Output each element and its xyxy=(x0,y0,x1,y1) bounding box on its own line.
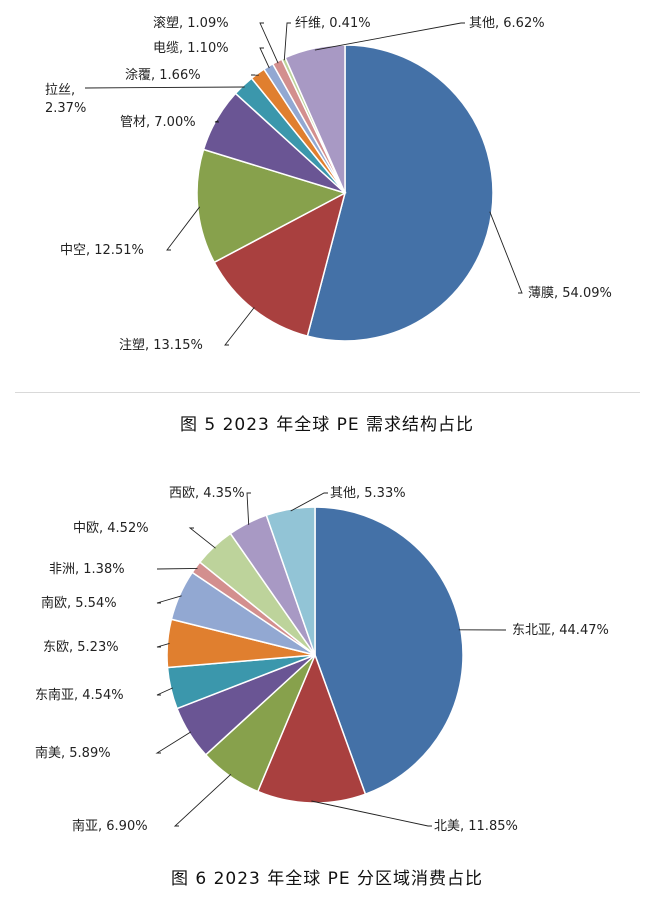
pie-label-南亚: 南亚, 6.90% xyxy=(72,818,148,834)
pie-label-北美: 北美, 11.85% xyxy=(434,819,518,834)
pe-demand-caption: 图 5 2023 年全球 PE 需求结构占比 xyxy=(179,415,475,435)
pie-slices xyxy=(196,44,494,342)
leader-line-拉丝 xyxy=(84,86,245,89)
pie-label-东欧: 东欧, 5.23% xyxy=(43,640,119,655)
pe-demand-chart-area: 薄膜, 54.09% 注塑, 13.15% 中空, 12.51% 管材, 7.00% 拉… xyxy=(15,0,640,393)
pe-demand-pie-chart: 薄膜, 54.09% 注塑, 13.15% 中空, 12.51% 管材, 7.00% 拉… xyxy=(45,15,612,353)
pe-region-caption: 图 6 2023 年全球 PE 分区域消费占比 xyxy=(170,869,484,889)
pe-region-figure: 东北亚, 44.47% 北美, 11.85% 南亚, 6.90% 南美, 5.89% 东… xyxy=(0,452,654,917)
leader-line-东欧 xyxy=(156,642,170,648)
pie-label-电缆: 电缆, 1.10% xyxy=(153,40,229,56)
pie-labels: 东北亚, 44.47% 北美, 11.85% 南亚, 6.90% 南美, 5.89% 东… xyxy=(35,486,609,834)
leader-line-南欧 xyxy=(156,595,182,604)
leader-line-中欧 xyxy=(188,527,216,549)
leader-line-西欧 xyxy=(246,492,251,525)
pie-label-其他: 其他, 6.62% xyxy=(469,16,545,31)
pe-demand-figure: 薄膜, 54.09% 注塑, 13.15% 中空, 12.51% 管材, 7.00% 拉… xyxy=(0,0,654,440)
leader-line-其他 xyxy=(314,22,465,51)
leader-line-北美 xyxy=(311,800,432,827)
pie-slice-其他 xyxy=(265,506,316,656)
pie-slice-薄膜 xyxy=(306,44,494,342)
pie-slice-中空 xyxy=(196,148,347,264)
pie-label-纤维: 纤维, 0.41% xyxy=(295,16,371,31)
pie-label-其他: 其他, 5.33% xyxy=(330,486,406,501)
pie-labels: 薄膜, 54.09% 注塑, 13.15% 中空, 12.51% 管材, 7.00% 拉… xyxy=(45,15,612,353)
leader-line-其他 xyxy=(290,492,328,512)
leader-line-纤维 xyxy=(283,22,291,61)
leader-line-东南亚 xyxy=(156,687,173,696)
leader-line-非洲 xyxy=(156,567,198,570)
pie-label-滚塑: 滚塑, 1.09% xyxy=(153,15,229,31)
leader-line-薄膜 xyxy=(489,211,523,294)
pie-label-东北亚: 东北亚, 44.47% xyxy=(512,623,609,638)
pie-label-注塑: 注塑, 13.15% xyxy=(119,338,203,353)
pie-label-东南亚: 东南亚, 4.54% xyxy=(35,687,124,703)
pie-slices xyxy=(166,506,464,804)
pie-label-涂覆: 涂覆, 1.66% xyxy=(125,67,201,83)
pie-slice-北美 xyxy=(256,652,367,804)
pie-label-管材: 管材, 7.00% xyxy=(120,115,196,130)
pie-label-中空: 中空, 12.51% xyxy=(60,243,144,258)
pe-region-chart-area: 东北亚, 44.47% 北美, 11.85% 南亚, 6.90% 南美, 5.89% 东… xyxy=(15,452,640,844)
leader-line-注塑 xyxy=(224,307,255,346)
leader-line-滚塑 xyxy=(259,22,279,64)
leader-line-南亚 xyxy=(173,773,232,827)
pe-region-pie-chart: 东北亚, 44.47% 北美, 11.85% 南亚, 6.90% 南美, 5.89% 东… xyxy=(35,486,609,834)
pie-slice-其他 xyxy=(284,44,346,194)
leader-line-中空 xyxy=(166,206,201,251)
leader-line-电缆 xyxy=(259,47,270,69)
pie-label-西欧: 西欧, 4.35% xyxy=(169,486,245,501)
pie-label-非洲: 非洲, 1.38% xyxy=(49,562,125,577)
pie-label-南美: 南美, 5.89% xyxy=(35,745,111,761)
pie-label-拉丝: 拉丝, 2.37% xyxy=(45,83,86,116)
pie-label-南欧: 南欧, 5.54% xyxy=(41,595,117,611)
pie-label-薄膜: 薄膜, 54.09% xyxy=(528,286,612,301)
leader-line-南美 xyxy=(155,731,192,754)
pie-label-中欧: 中欧, 4.52% xyxy=(73,521,149,536)
leader-line-管材 xyxy=(214,120,219,123)
